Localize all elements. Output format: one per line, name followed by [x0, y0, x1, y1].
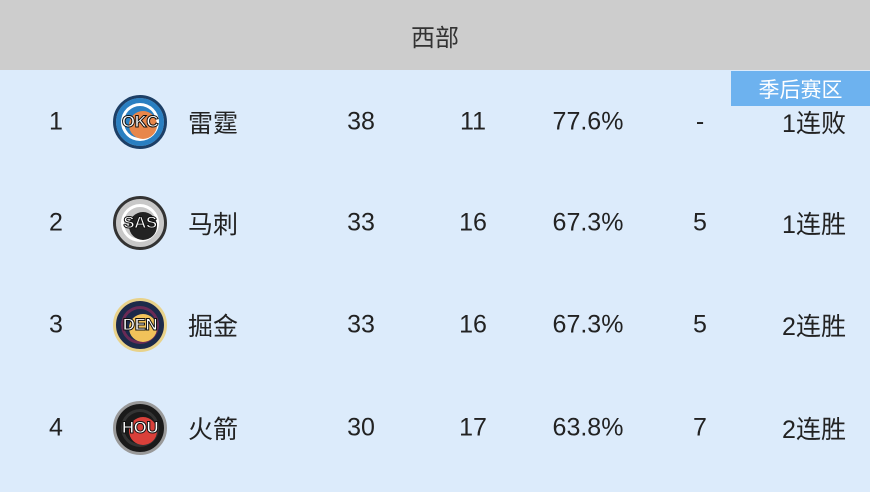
- losses: 16: [459, 310, 487, 339]
- rank: 3: [49, 310, 63, 339]
- team-row[interactable]: 3 DEN 掘金 33 16 67.3% 5 2连胜: [0, 295, 870, 355]
- wins: 33: [347, 208, 375, 237]
- games-behind: 7: [693, 413, 707, 442]
- playoff-zone-badge: 季后赛区: [731, 71, 870, 106]
- games-behind: 5: [693, 208, 707, 237]
- streak: 2连胜: [782, 313, 846, 341]
- streak: 2连胜: [782, 416, 846, 444]
- win-pct: 63.8%: [552, 413, 624, 442]
- conference-header: 西部: [0, 0, 870, 70]
- games-behind: 5: [693, 310, 707, 339]
- losses: 17: [459, 413, 487, 442]
- team-logo: HOU: [113, 401, 167, 455]
- team-logo: SAS: [113, 196, 167, 250]
- team-name[interactable]: 火箭: [188, 416, 239, 444]
- games-behind: -: [695, 107, 705, 136]
- team-row[interactable]: 1 OKC 雷霆 38 11 77.6% - 1连败: [0, 92, 870, 152]
- streak: 1连胜: [782, 211, 846, 239]
- team-logo: DEN: [113, 298, 167, 352]
- team-row[interactable]: 2 SAS 马刺 33 16 67.3% 5 1连胜: [0, 193, 870, 253]
- team-logo: OKC: [113, 95, 167, 149]
- team-name[interactable]: 马刺: [188, 211, 239, 239]
- team-name[interactable]: 雷霆: [188, 110, 239, 138]
- rank: 1: [49, 107, 63, 136]
- win-pct: 67.3%: [552, 310, 624, 339]
- wins: 30: [347, 413, 375, 442]
- wins: 33: [347, 310, 375, 339]
- rank: 4: [49, 413, 63, 442]
- streak: 1连败: [782, 110, 846, 138]
- conference-title: 西部: [411, 24, 459, 52]
- win-pct: 77.6%: [552, 107, 624, 136]
- rank: 2: [49, 208, 63, 237]
- losses: 11: [460, 107, 486, 136]
- team-name[interactable]: 掘金: [188, 313, 239, 341]
- win-pct: 67.3%: [552, 208, 624, 237]
- team-row[interactable]: 4 HOU 火箭 30 17 63.8% 7 2连胜: [0, 398, 870, 458]
- wins: 38: [347, 107, 375, 136]
- losses: 16: [459, 208, 487, 237]
